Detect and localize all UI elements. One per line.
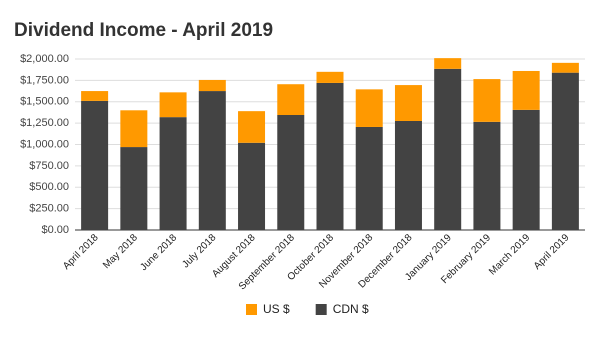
bar-segment: [512, 70, 540, 110]
bar-segment: [81, 91, 109, 101]
y-tick-label: $2,000.00: [20, 53, 69, 65]
y-tick-label: $1,000.00: [20, 138, 69, 150]
legend-swatch: [315, 304, 327, 315]
bar-segment: [120, 147, 148, 230]
y-tick-label: $750.00: [29, 160, 69, 172]
bar-segment: [81, 100, 109, 231]
bar-segment: [316, 71, 344, 83]
bar-segment: [198, 79, 226, 92]
bar-segment: [434, 68, 462, 231]
y-tick-label: $0.00: [41, 224, 69, 236]
bar-segment: [434, 58, 462, 69]
bar-segment: [355, 126, 383, 230]
chart-title: Dividend Income - April 2019: [14, 20, 273, 41]
bar-segment: [473, 121, 501, 230]
bar-segment: [355, 89, 383, 127]
bar-segment: [238, 142, 266, 230]
x-tick-label: May 2018: [101, 232, 140, 271]
bar-segment: [551, 72, 579, 231]
legend-label: CDN $: [333, 302, 369, 316]
bar-segment: [277, 115, 305, 230]
y-tick-label: $1,500.00: [20, 96, 69, 108]
x-tick-label: June 2018: [138, 232, 179, 273]
bar-segment: [238, 111, 266, 143]
bar-segment: [159, 117, 187, 230]
x-tick-label: July 2018: [180, 232, 218, 270]
bar-segment: [473, 79, 501, 122]
bar-segment: [551, 62, 579, 73]
y-tick-label: $500.00: [29, 181, 69, 193]
x-tick-label: April 2018: [61, 232, 101, 272]
x-tick-label: March 2019: [487, 232, 532, 277]
y-tick-label: $250.00: [29, 203, 69, 215]
legend-swatch: [246, 304, 257, 315]
y-tick-label: $1,250.00: [20, 117, 69, 129]
bar-segment: [198, 91, 226, 230]
bar-segment: [277, 84, 305, 116]
legend-label: US $: [263, 302, 290, 316]
bar-segment: [159, 92, 187, 118]
bar-segment: [512, 109, 540, 230]
bar-segment: [120, 110, 148, 148]
x-tick-label: April 2019: [532, 232, 572, 272]
y-tick-label: $1,750.00: [20, 74, 69, 86]
bar-segment: [316, 82, 344, 230]
bar-segment: [394, 120, 422, 230]
bar-segment: [394, 85, 422, 121]
